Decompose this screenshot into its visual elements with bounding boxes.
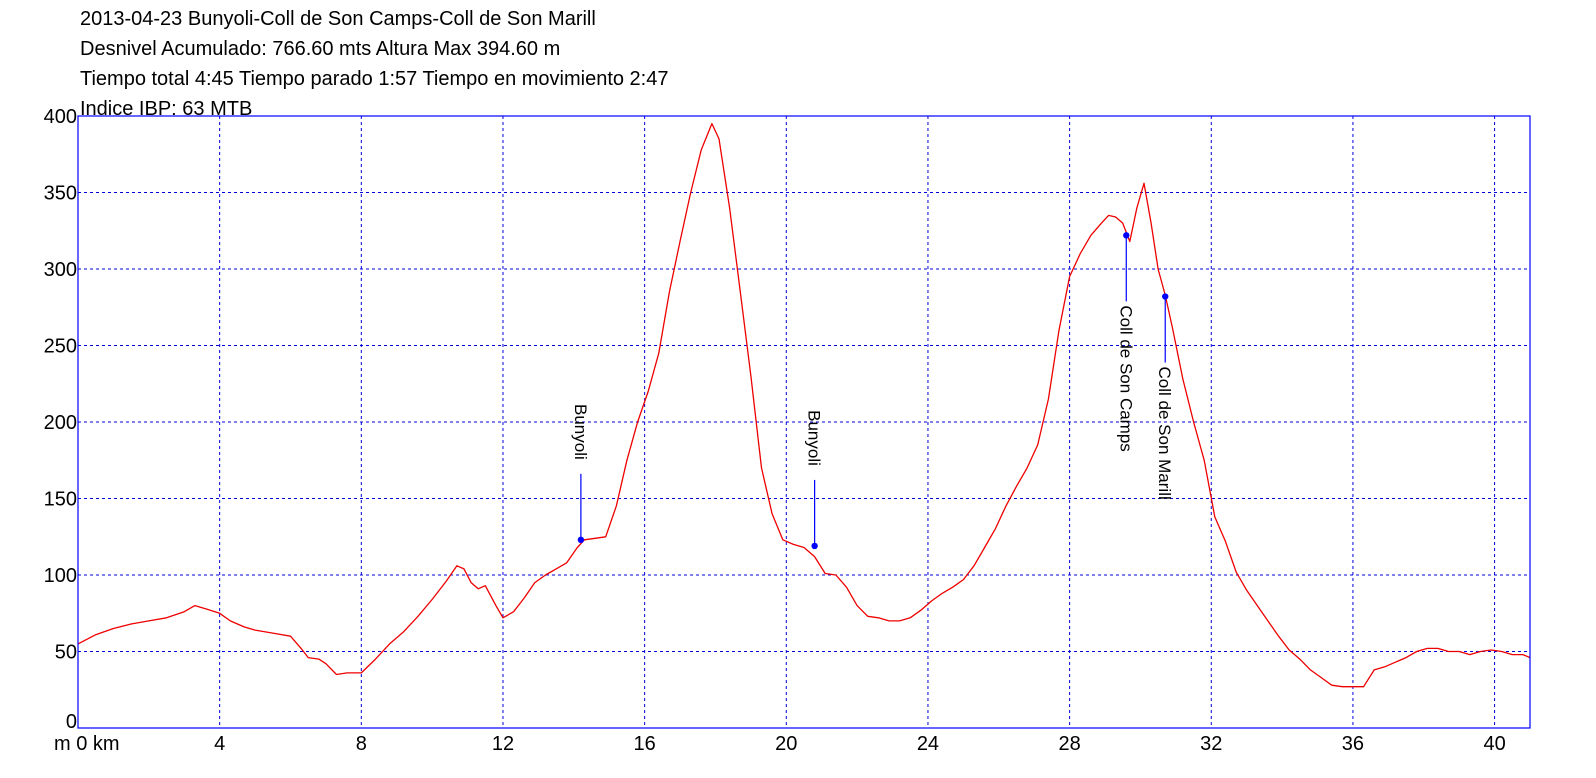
time-summary: Tiempo total 4:45 Tiempo parado 1:57 Tie… [80, 68, 669, 90]
waypoint-label: Bunyoli [571, 404, 590, 460]
x-tick-label: 28 [1058, 733, 1080, 755]
x-tick-label: m 0 km [54, 733, 120, 755]
x-tick-label: 20 [775, 733, 797, 755]
ibp-index: Indice IBP: 63 MTB [80, 98, 253, 120]
y-tick-label: 350 [44, 183, 77, 205]
waypoint-dot [811, 542, 818, 550]
x-tick-label: 32 [1200, 733, 1222, 755]
x-tick-label: 36 [1342, 733, 1364, 755]
chart-title: 2013-04-23 Bunyoli-Coll de Son Camps-Col… [80, 8, 596, 30]
y-tick-label: 400 [44, 106, 77, 128]
x-tick-label: 16 [634, 733, 656, 755]
waypoint-annotations: Bunyoli Bunyoli Coll de Son Camps Coll de S… [571, 232, 1174, 550]
y-tick-label: 50 [55, 642, 77, 664]
x-axis-ticks: m 0 km 4 8 12 16 20 24 28 32 36 40 [54, 733, 1506, 755]
elevation-line [77, 122, 1531, 688]
waypoint-label: Coll de Son Marill [1155, 367, 1174, 500]
waypoint-marker: Bunyoli [805, 410, 824, 550]
y-tick-label: 100 [44, 565, 77, 587]
y-tick-label: 250 [44, 336, 77, 358]
x-tick-label: 4 [214, 733, 225, 755]
waypoint-marker: Bunyoli [571, 404, 590, 544]
waypoint-marker: Coll de Son Marill [1155, 293, 1174, 500]
y-tick-label: 0 [66, 711, 77, 733]
waypoint-dot [1123, 232, 1130, 239]
x-tick-label: 12 [492, 733, 514, 755]
grid-lines [78, 116, 1530, 728]
waypoint-marker: Coll de Son Camps [1116, 232, 1135, 452]
elevation-summary: Desnivel Acumulado: 766.60 mts Altura Ma… [80, 38, 561, 60]
y-tick-label: 150 [44, 489, 77, 511]
y-tick-label: 300 [44, 259, 77, 281]
plot-frame [77, 115, 1531, 729]
x-tick-label: 24 [917, 733, 939, 755]
waypoint-label: Bunyoli [805, 410, 824, 466]
y-axis-ticks: 0 50 100 150 200 250 300 350 400 [44, 106, 77, 733]
x-tick-label: 8 [356, 733, 367, 755]
elevation-profile [77, 122, 1531, 688]
y-tick-label: 200 [44, 412, 77, 434]
x-tick-label: 40 [1483, 733, 1505, 755]
waypoint-dot [1162, 293, 1169, 300]
waypoint-dot [577, 536, 585, 544]
waypoint-label: Coll de Son Camps [1116, 305, 1135, 451]
chart-header: 2013-04-23 Bunyoli-Coll de Son Camps-Col… [80, 4, 669, 124]
